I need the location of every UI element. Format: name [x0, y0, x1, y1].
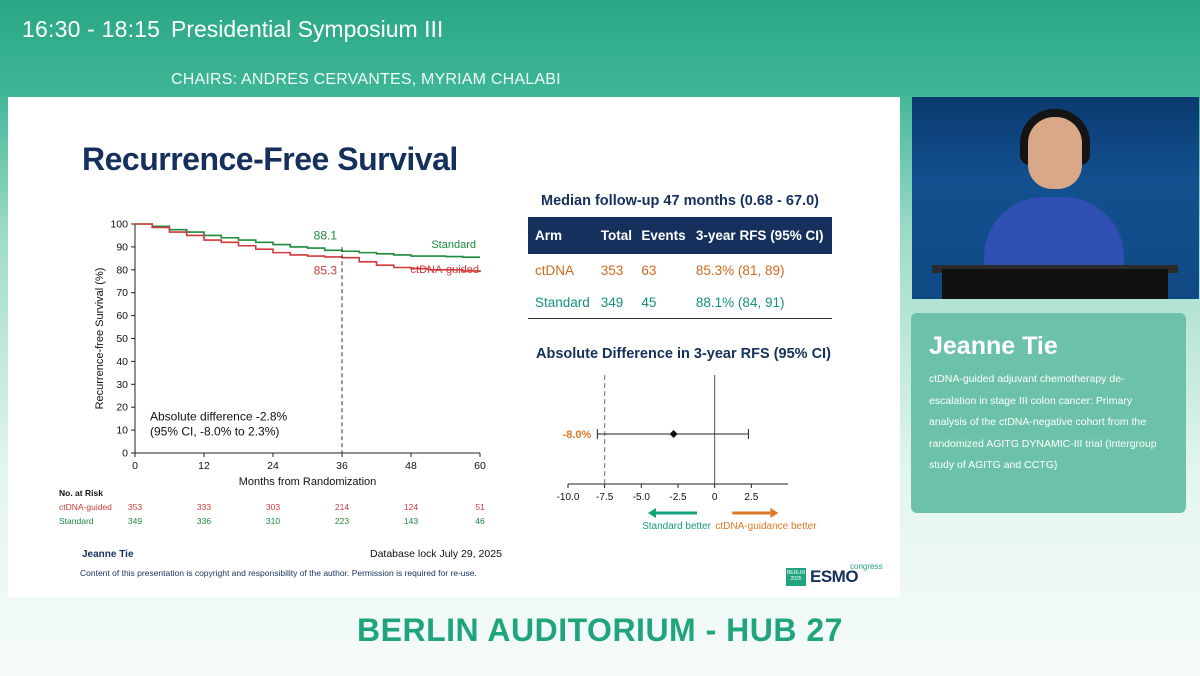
legend-ctdna: ctDNA-guided: [411, 264, 479, 276]
cell: 85.3% (81, 89): [695, 262, 785, 278]
y-tick-label: 0: [122, 448, 128, 460]
y-tick-label: 30: [116, 379, 128, 391]
risk-value: 124: [404, 502, 418, 512]
cell: 45: [634, 286, 689, 319]
speaker-video: [912, 97, 1199, 299]
km-chart: 0 10 20 30 40 50 60 70 80 90 100 0 12 24 36 48 60 Months …: [59, 219, 486, 527]
database-lock: Database lock July 29, 2025: [370, 548, 502, 560]
ctdna-value-label: 85.3: [314, 264, 338, 278]
series-line-ctdna: [135, 223, 481, 273]
x-tick-label: 24: [267, 460, 279, 472]
header-band: [0, 0, 1200, 96]
risk-value: 143: [404, 516, 418, 526]
legend-standard: Standard: [431, 239, 476, 251]
y-tick-label: 20: [116, 402, 128, 414]
th-total: Total: [593, 217, 635, 254]
risk-value: 310: [266, 516, 280, 526]
y-tick-label: 40: [116, 356, 128, 368]
ci-low-label: -8.0%: [563, 429, 592, 441]
x-axis-label: Months from Randomization: [239, 476, 377, 488]
rfs-table: Arm Total Events 3-year RFS (95% CI) ctD…: [528, 217, 832, 319]
rfs-table-header: Arm Total Events 3-year RFS (95% CI): [528, 217, 832, 254]
th-arm: Arm: [528, 217, 594, 254]
logo-badge: BERLIN 2025: [786, 568, 806, 586]
logo-suffix: congress: [850, 562, 883, 571]
esmo-logo: BERLIN 2025 ESMO congress: [786, 562, 890, 588]
risk-value: 336: [197, 516, 211, 526]
risk-value: 51: [475, 502, 485, 512]
cell: ctDNA: [535, 262, 575, 278]
table-row: Standard 349 45 88.1% (84, 91): [528, 286, 832, 319]
right-arrow-head: [770, 508, 779, 518]
forest-x-tick-label: -7.5: [596, 492, 614, 503]
logo-word: ESMO: [810, 567, 859, 586]
cell: 63: [641, 262, 657, 278]
risk-value: 353: [128, 502, 142, 512]
podium: [942, 269, 1168, 299]
forest-x-tick-label: 2.5: [744, 492, 758, 503]
risk-value: 303: [266, 502, 280, 512]
risk-value: 333: [197, 502, 211, 512]
risk-row-label: Standard: [59, 516, 94, 526]
y-tick-label: 70: [116, 287, 128, 299]
abs-diff-line2: (95% CI, -8.0% to 2.3%): [150, 425, 279, 439]
standard-value-label: 88.1: [314, 228, 338, 242]
y-tick-label: 100: [110, 219, 128, 231]
risk-table-title: No. at Risk: [59, 488, 103, 498]
x-tick-label: 12: [198, 460, 210, 472]
table-row: ctDNA 353 63 85.3% (81, 89): [528, 254, 832, 286]
speaker-info-card: Jeanne Tie ctDNA-guided adjuvant chemoth…: [911, 313, 1186, 513]
y-tick-label: 10: [116, 425, 128, 437]
x-tick-label: 48: [405, 460, 417, 472]
y-axis-label: Recurrence-free Survival (%): [94, 268, 106, 410]
th-rfs: 3-year RFS (95% CI): [688, 217, 832, 254]
speaker-head: [1028, 117, 1082, 189]
talk-description: ctDNA-guided adjuvant chemotherapy de-es…: [929, 373, 1157, 471]
series-line-standard: [135, 223, 480, 259]
left-arrow-head: [648, 508, 656, 518]
x-tick-label: 36: [336, 460, 348, 472]
forest-plot: -10.0 -7.5 -5.0 -2.5 0 2.5 -8.0% Standard bette…: [557, 375, 817, 532]
risk-value: 214: [335, 502, 349, 512]
forest-x-tick-label: 0: [712, 492, 718, 503]
speaker-name: Jeanne Tie: [929, 332, 1058, 360]
cell: Standard: [528, 286, 594, 319]
x-tick-label: 0: [132, 460, 138, 472]
cell: 88.1% (84, 91): [688, 286, 832, 319]
y-tick-label: 90: [116, 241, 128, 253]
cell: 353: [600, 262, 624, 278]
cell: 349: [593, 286, 635, 319]
copyright-note: Content of this presentation is copyrigh…: [80, 568, 477, 578]
y-tick-label: 50: [116, 333, 128, 345]
session-time: 16:30 - 18:15: [22, 16, 161, 42]
presentation-slide: Recurrence-Free Survival 0 10 20 30 40 50 60 70…: [8, 97, 900, 597]
slide-title: Recurrence-Free Survival: [82, 141, 458, 177]
x-tick-label: 60: [474, 460, 486, 472]
risk-value: 349: [128, 516, 142, 526]
venue-label: BERLIN AUDITORIUM - HUB 27: [357, 612, 843, 648]
abs-diff-line1: Absolute difference -2.8%: [150, 410, 288, 424]
th-events: Events: [634, 217, 689, 254]
session-title: Presidential Symposium III: [171, 16, 444, 42]
risk-row-label: ctDNA-guided: [59, 502, 112, 512]
forest-x-tick-label: -10.0: [557, 492, 580, 503]
session-chairs: CHAIRS: ANDRES CERVANTES, MYRIAM CHALABI: [171, 71, 561, 88]
standard-better-label: Standard better: [642, 521, 712, 532]
estimate-point: [669, 430, 678, 438]
forest-x-tick-label: -5.0: [633, 492, 651, 503]
risk-value: 46: [475, 516, 485, 526]
risk-value: 223: [335, 516, 349, 526]
y-tick-label: 80: [116, 264, 128, 276]
y-tick-label: 60: [116, 310, 128, 322]
forest-x-tick-label: -2.5: [669, 492, 687, 503]
ctdna-better-label: ctDNA-guidance better: [715, 521, 817, 532]
followup-text: Median follow-up 47 months (0.68 - 67.0): [541, 193, 819, 209]
slide-speaker: Jeanne Tie: [82, 549, 134, 560]
forest-title: Absolute Difference in 3-year RFS (95% C…: [536, 346, 831, 362]
